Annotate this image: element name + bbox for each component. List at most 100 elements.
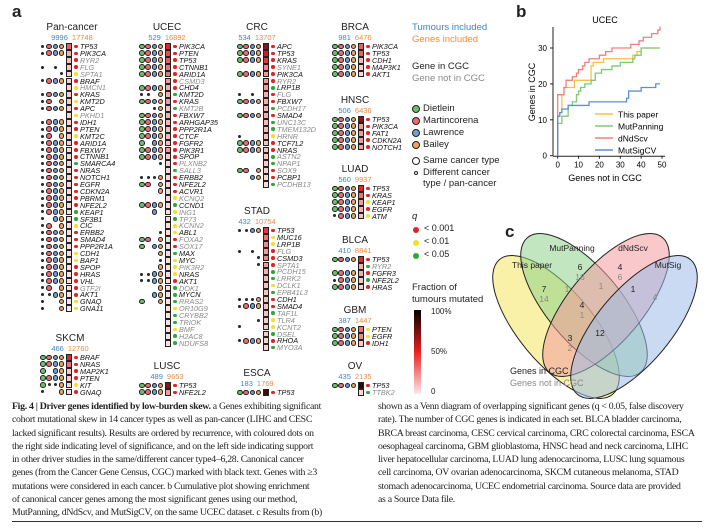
support-dot-icon bbox=[243, 303, 249, 310]
tumours-count: 387 bbox=[338, 316, 351, 325]
support-dot-icon bbox=[139, 243, 145, 250]
significance-dot-icon bbox=[74, 92, 78, 97]
mutation-fraction-cell bbox=[165, 222, 171, 230]
significance-dot-icon bbox=[173, 279, 177, 283]
significance-dot-icon bbox=[173, 161, 177, 166]
gene-name: SPTA1 bbox=[80, 69, 103, 79]
significance-dot-icon bbox=[173, 203, 177, 207]
gene-row: SOX9 bbox=[237, 167, 327, 174]
support-dot-icon bbox=[146, 93, 150, 97]
gene-row: AKT1 bbox=[40, 291, 130, 299]
significance-dot-icon bbox=[173, 244, 177, 249]
mutation-fraction-cell bbox=[263, 112, 269, 119]
mutation-fraction-cell bbox=[358, 56, 364, 64]
support-dot-icon bbox=[46, 236, 52, 243]
mutation-fraction-cell bbox=[165, 291, 171, 299]
gene-row: FOXA2 bbox=[139, 236, 229, 243]
significance-dot-icon bbox=[74, 44, 78, 49]
significance-dot-icon bbox=[74, 51, 78, 56]
mutation-fraction-cell bbox=[66, 277, 72, 285]
mutation-fraction-cell bbox=[358, 116, 364, 123]
mutation-fraction-cell bbox=[263, 84, 269, 92]
support-dot-icon bbox=[344, 326, 351, 333]
significance-dot-icon bbox=[74, 58, 78, 62]
support-dot-icon bbox=[332, 333, 338, 340]
mutation-fraction-cell bbox=[263, 91, 269, 99]
gene-row: TP53 bbox=[237, 50, 327, 57]
gene-row: PKHD1 bbox=[40, 112, 130, 119]
gene-row: SPTA1 bbox=[40, 69, 130, 79]
gene-name: KRAS bbox=[277, 55, 297, 65]
mutation-fraction-cell bbox=[66, 146, 72, 154]
gene-row: NOTCH1 bbox=[40, 174, 130, 181]
support-dot-icon bbox=[243, 140, 249, 146]
support-dot-icon bbox=[41, 127, 45, 131]
support-dot-icon bbox=[338, 50, 344, 57]
support-dot-icon bbox=[151, 271, 158, 277]
mutation-fraction-cell bbox=[358, 185, 364, 192]
mutation-fraction-cell bbox=[263, 247, 269, 255]
gene-row: NOTCH1 bbox=[332, 143, 422, 151]
support-dot-icon bbox=[151, 202, 158, 208]
support-dot-icon bbox=[145, 153, 151, 160]
support-dot-icon bbox=[344, 270, 351, 276]
support-dot-icon bbox=[238, 93, 242, 97]
gene-row: CTNNB1 bbox=[40, 153, 130, 161]
gene-name: ACVR1 bbox=[179, 186, 204, 196]
support-dot-icon bbox=[145, 147, 151, 153]
gene-name: SMAD4 bbox=[277, 301, 303, 311]
mutation-fraction-cell bbox=[165, 256, 171, 264]
venn-set-mutsig bbox=[570, 255, 698, 399]
colorbar-tick-100: 100% bbox=[431, 307, 452, 316]
gene-row: CTCF bbox=[139, 133, 229, 140]
gene-name: SYNE1 bbox=[277, 62, 301, 72]
support-dot-icon bbox=[344, 206, 351, 212]
significance-dot-icon bbox=[173, 44, 177, 49]
x-tick-label: 50 bbox=[658, 161, 667, 170]
gene-name: CSMD3 bbox=[277, 253, 303, 263]
support-dot-icon bbox=[237, 98, 243, 105]
gene-row: HRAS bbox=[332, 283, 422, 291]
gene-row: BRAF bbox=[40, 77, 130, 85]
significance-dot-icon bbox=[74, 86, 78, 90]
q-level-dot-icon bbox=[413, 253, 419, 259]
method-dietlein-dot-icon bbox=[412, 105, 420, 113]
support-dot-icon bbox=[52, 368, 59, 374]
gene-row: OR10G9 bbox=[139, 305, 229, 312]
gene-name: ARID1A bbox=[80, 138, 107, 148]
support-dot-icon bbox=[332, 71, 338, 77]
support-dot-icon bbox=[46, 133, 52, 139]
gene-row: NFE2L2 bbox=[139, 181, 229, 188]
mutation-fraction-cell bbox=[66, 63, 72, 71]
gene-name: KRAS bbox=[80, 90, 100, 100]
support-dot-icon bbox=[46, 167, 52, 174]
gene-row: NRAS bbox=[40, 167, 130, 174]
mutation-fraction-cell bbox=[165, 84, 171, 92]
genes-count: 6476 bbox=[354, 33, 372, 42]
mutation-fraction-cell bbox=[358, 143, 364, 151]
gene-name: EPB41L3 bbox=[277, 288, 308, 298]
caption-line: as a Source Data file. bbox=[378, 494, 455, 506]
gene-row: SOX17 bbox=[139, 243, 229, 250]
mutation-fraction-cell bbox=[165, 43, 171, 50]
gene-row: KRAS bbox=[139, 98, 229, 105]
mutation-fraction-cell bbox=[165, 270, 171, 278]
gene-row: TP53 bbox=[139, 382, 229, 389]
gene-row: LRP1B bbox=[237, 84, 327, 92]
support-dot-icon bbox=[41, 244, 45, 248]
gene-name: UNC13C bbox=[277, 117, 307, 127]
significance-dot-icon bbox=[173, 313, 177, 318]
panel-title: ESCA bbox=[243, 368, 271, 379]
mutation-fraction-cell bbox=[165, 339, 171, 347]
support-dot-icon bbox=[46, 264, 52, 270]
y-tick-label: 20 bbox=[538, 80, 547, 89]
mutation-fraction-cell bbox=[263, 282, 269, 290]
significance-dot-icon bbox=[74, 175, 78, 180]
significance-dot-icon bbox=[173, 251, 177, 256]
support-dot-icon bbox=[237, 57, 243, 63]
support-dot-icon bbox=[145, 389, 151, 396]
gene-name: HRAS bbox=[80, 269, 101, 279]
significance-dot-icon bbox=[173, 230, 177, 235]
significance-dot-icon bbox=[271, 290, 275, 295]
support-dot-icon bbox=[139, 153, 145, 160]
